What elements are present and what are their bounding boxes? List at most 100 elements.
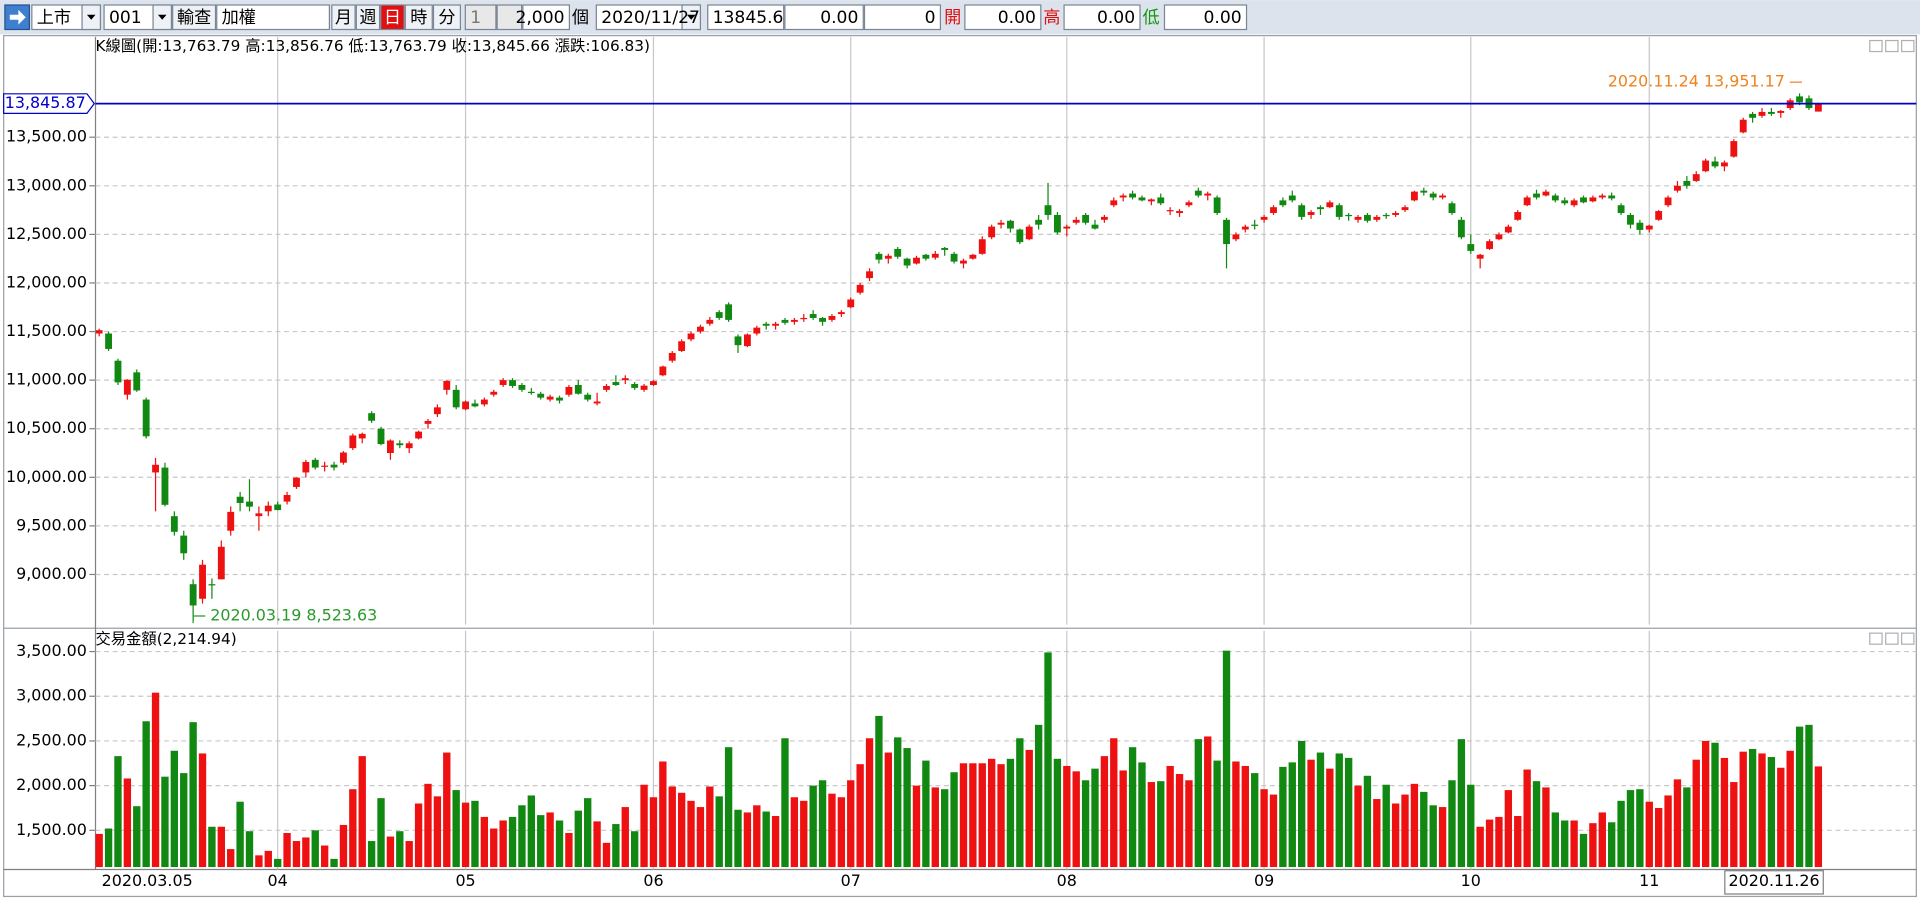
volume-bar [198,753,207,868]
candle-body [537,393,545,398]
candle-body [424,420,432,424]
toolbar-item[interactable]: 輸查 [172,4,217,31]
toolbar-text: 2,000 [515,8,564,28]
toolbar-text: 輸查 [177,8,211,28]
volume-bar [1570,820,1578,868]
candle-body [1683,180,1691,186]
candle-body [509,380,516,386]
toolbar-item[interactable]: 日 [380,4,405,31]
volume-bar [555,820,564,868]
restore-button[interactable] [1885,39,1899,53]
toolbar-item: 個 [572,8,589,28]
volume-bar [1269,794,1278,868]
candle-body [603,385,610,390]
candle-body [264,505,272,512]
y-tick-label: 12,500.00 [6,224,87,243]
candle-body [1138,197,1146,201]
y-tick-label: 13,000.00 [6,175,87,194]
candle-body [170,516,178,532]
volume-bar [715,796,723,868]
volume-bar [208,826,216,868]
close-button[interactable] [1901,632,1915,645]
toolbar-text: 時 [410,8,427,28]
candle-body [762,323,770,326]
candle-body [340,452,347,463]
volume-bar [1034,724,1043,868]
candle-body [687,333,695,340]
restore-button[interactable] [1885,632,1899,645]
marks: 13,845.87 2020.03.19 8,523.63 2020.11.24 1… [3,72,1917,868]
candle-body [1194,190,1202,196]
volume-bar [1063,765,1071,868]
candle-body [499,380,507,385]
nav-button[interactable] [4,4,30,31]
x-tick-label: 05 [455,871,475,890]
candle-body [668,352,676,361]
volume-bar [969,763,977,868]
toolbar-item[interactable]: 週 [355,4,381,31]
annotation-leader [192,615,206,624]
candle-body [283,494,291,502]
volume-bar [1166,765,1174,868]
volume-bar [1363,775,1372,868]
volume-bar [894,737,902,868]
toolbar-item: 13845.66 [707,4,794,31]
candle-body [302,461,310,473]
minimize-button[interactable] [1869,39,1883,53]
volume-bar [1805,724,1813,868]
candle-body [593,401,601,404]
volume-bar [809,785,817,868]
candle-body [837,312,845,315]
candle-body [941,247,949,250]
y-tick-label: 10,500.00 [6,418,87,437]
volume-bar [1119,770,1127,868]
candle-body [368,413,376,421]
candle-body [217,546,225,580]
toolbar-box [331,4,356,31]
candle-body [1129,193,1137,198]
volume-bar [461,802,470,868]
volume-bar [245,831,254,868]
toolbar-item[interactable]: 月 [331,4,356,31]
candle-body [884,255,892,259]
volume-bar [1006,758,1015,868]
volume-bar [377,798,385,868]
toolbar-text: 001 [109,8,142,28]
volume-bar [161,776,169,868]
volume-bar [1410,783,1419,868]
minimize-button[interactable] [1869,632,1883,645]
volume-bar [884,752,892,868]
candle-body [1279,200,1287,206]
nav-arrow [9,9,26,25]
close-button[interactable] [1901,39,1915,53]
candle-body [1476,254,1484,259]
toolbar-item[interactable]: 2020/11/27 [595,4,702,31]
toolbar-item[interactable]: 時 [404,4,433,31]
candle-body [1307,212,1315,215]
y-tick-label: 2,000.00 [16,775,87,794]
toolbar-text: 個 [572,8,589,28]
volume-bar [1213,760,1221,868]
candle-body [1072,219,1080,223]
candle-body [1636,222,1644,230]
volume-bar [1316,752,1325,868]
candle-body [1364,214,1371,221]
candle-body [781,319,789,323]
candle-body [1711,161,1719,167]
volume-bar [931,787,939,868]
toolbar-item[interactable]: 001 [103,4,173,31]
volume-bar [574,810,582,868]
volume-bar [255,855,263,868]
volume-bar [151,692,160,868]
candle-body [1288,195,1296,201]
candle-body [828,316,836,320]
toolbar-box [172,4,217,31]
toolbar-item[interactable]: 分 [432,4,462,31]
volume-bar [1711,742,1719,868]
toolbar-item[interactable]: 上市 [31,4,102,31]
annotation: 2020.03.19 8,523.63 [210,606,377,625]
candle-body [1749,113,1757,118]
grid: 9,000.00 9,500.00 10,000.00 10,500.00 11,000… [6,36,1917,895]
